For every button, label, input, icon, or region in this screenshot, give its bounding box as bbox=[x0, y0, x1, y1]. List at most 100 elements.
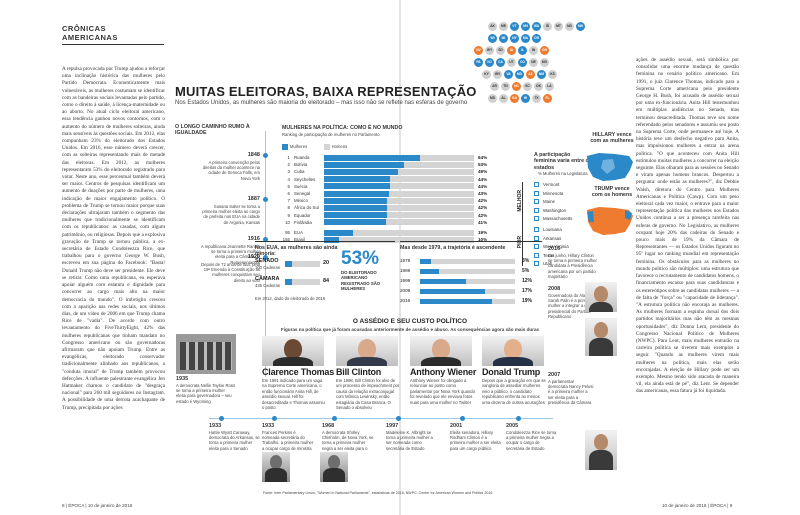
senate-box-title: Nos EUA, as mulheres são ainda minoria: bbox=[255, 245, 338, 258]
lower-portrait bbox=[262, 452, 290, 482]
state-circle-va: VA bbox=[504, 70, 513, 79]
legend-men-swatch bbox=[323, 144, 330, 150]
bar-men bbox=[387, 204, 474, 211]
state-name: Texas bbox=[543, 252, 555, 258]
lower-timeline-year: 1968 bbox=[322, 423, 335, 429]
state-circle-tn: TN bbox=[501, 82, 510, 91]
person-name: Anthony Wiener bbox=[410, 367, 477, 377]
trump-map bbox=[587, 207, 633, 235]
trend-pct: 17% bbox=[522, 288, 533, 294]
state-name: West Virginia bbox=[543, 244, 569, 250]
portrait-body bbox=[421, 357, 461, 366]
state-circle-wy: WY bbox=[485, 46, 494, 55]
timeline-year: 1848 bbox=[247, 152, 260, 158]
state-circle-ak: AK bbox=[488, 22, 497, 31]
timeline-text: A primeira convenção pelos direitos da m… bbox=[202, 160, 260, 181]
big-pct: 53% bbox=[341, 248, 380, 269]
side-portrait bbox=[585, 282, 617, 312]
big-pct-caption: DO ELEITORADO AMERICANO REGISTRADO SÃO M… bbox=[341, 270, 381, 291]
portrait-head bbox=[328, 455, 340, 469]
portrait-head bbox=[594, 286, 608, 302]
lower-timeline-line bbox=[209, 418, 553, 419]
trend-pct: 19% bbox=[522, 298, 533, 304]
state-circle-nj: NJ bbox=[485, 58, 494, 67]
state-circle-nd: ND bbox=[565, 22, 574, 31]
portrait-head bbox=[504, 339, 522, 359]
hillary-map-label: HILLARY vence com as mulheres bbox=[590, 132, 634, 145]
trend-bar bbox=[420, 289, 485, 294]
state-circle-nm: NM bbox=[537, 70, 546, 79]
portrait-body bbox=[589, 450, 613, 470]
portrait-body bbox=[323, 468, 345, 482]
state-circle-sd: SD bbox=[496, 46, 505, 55]
senado-label: SENADO bbox=[255, 258, 279, 264]
footer-right: 10 de janeiro de 2016 | ÉPOCA | 9 bbox=[662, 503, 733, 508]
bar-row: 95 EUA 19% bbox=[282, 229, 522, 236]
state-checkbox bbox=[534, 190, 539, 196]
bar-rank: 9 bbox=[287, 212, 290, 218]
portrait-head bbox=[594, 434, 608, 450]
bar-rank: 5 bbox=[287, 183, 290, 189]
bar-rank: 10 bbox=[285, 219, 290, 225]
bar-row: 1 Ruanda 64% bbox=[282, 154, 522, 161]
lower-timeline-dot bbox=[332, 416, 337, 421]
states-bracket bbox=[522, 182, 531, 266]
bar-country: Brasil bbox=[294, 237, 305, 243]
bar-women bbox=[324, 190, 389, 197]
bar-country: EUA bbox=[294, 230, 304, 235]
bar-men bbox=[390, 176, 474, 183]
bar-row: 2 Bolívia 53% bbox=[282, 161, 522, 168]
trend-year: 1999 bbox=[400, 278, 411, 283]
lower-timeline-dot bbox=[219, 416, 224, 421]
trend-pct: 12% bbox=[522, 278, 533, 284]
state-checkbox bbox=[534, 244, 539, 250]
portrait-head bbox=[358, 339, 376, 359]
state-circle-or: OR bbox=[532, 34, 541, 43]
bar-women bbox=[324, 219, 386, 226]
state-circle-il: IL bbox=[518, 46, 527, 55]
timeline-line bbox=[265, 131, 266, 377]
bar-country: México bbox=[294, 198, 308, 204]
state-name: Maine bbox=[543, 199, 555, 205]
state-circle-ok: OK bbox=[534, 82, 543, 91]
state-checkbox bbox=[534, 227, 539, 232]
lower-timeline-year: 2001 bbox=[450, 423, 463, 429]
section-title: CRÔNICAS AMERICANAS bbox=[62, 24, 164, 45]
trend-bar-bg bbox=[420, 269, 515, 274]
bar-men bbox=[387, 197, 474, 204]
states-title: A participação feminina varia entre os e… bbox=[534, 152, 592, 171]
state-name: Massachusetts bbox=[543, 216, 573, 222]
bar-women bbox=[324, 168, 398, 175]
lower-timeline-text: Eleita senadora, Hillary Rodham Clinton … bbox=[450, 430, 501, 451]
trend-bar bbox=[420, 259, 432, 264]
bar-women bbox=[324, 212, 387, 219]
bar-country: Suécia bbox=[294, 183, 308, 189]
bar-men bbox=[385, 219, 474, 226]
timeline-title: O LONGO CAMINHO RUMO À IGUALDADE bbox=[175, 124, 250, 137]
trend-year: 1979 bbox=[400, 258, 411, 263]
state-checkbox bbox=[534, 199, 539, 205]
harassment-title: O ASSÉDIO E SEU CUSTO POLÍTICO bbox=[352, 318, 468, 325]
bar-pct: 19% bbox=[478, 230, 488, 235]
state-name: Minnesota bbox=[543, 190, 564, 196]
portrait-body bbox=[273, 357, 313, 366]
historic-group-photo bbox=[176, 334, 236, 374]
bar-pct: 43% bbox=[478, 191, 488, 196]
person-name: Bill Clinton bbox=[336, 367, 382, 377]
portrait-head bbox=[432, 339, 450, 359]
bar-country: Senegal bbox=[294, 191, 311, 196]
state-circle-ia: IA bbox=[507, 46, 516, 55]
state-circle-mn: MN bbox=[576, 22, 585, 31]
bar-pct: 44% bbox=[478, 176, 488, 182]
state-circle-mi: MI bbox=[499, 34, 508, 43]
bar-chart-legend: Mulheres Homens bbox=[282, 144, 347, 150]
lower-timeline-year: 1933 bbox=[262, 423, 275, 429]
portrait-head bbox=[594, 322, 608, 338]
trend-bar bbox=[420, 299, 493, 304]
timeline-year: 1887 bbox=[247, 196, 260, 202]
state-circle-fl: FL bbox=[543, 94, 552, 103]
state-checkbox bbox=[534, 235, 539, 241]
side-portrait bbox=[585, 318, 617, 356]
bar-rank: 4 bbox=[287, 176, 290, 182]
timeline-text: A republicana Jeannette Rankin se torna … bbox=[200, 244, 260, 265]
